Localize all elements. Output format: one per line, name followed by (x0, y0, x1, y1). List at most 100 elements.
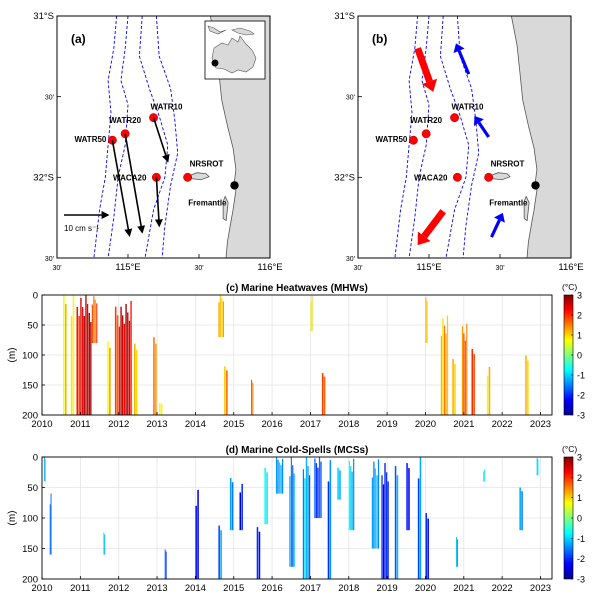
event-streak (302, 469, 305, 579)
event-streak (350, 466, 352, 531)
event-streak (463, 333, 465, 415)
event-streak (239, 492, 242, 531)
event-streak (63, 295, 65, 415)
rottnest-island (188, 172, 210, 181)
panel-label: (b) (372, 32, 387, 46)
colorbar-tick-label: -3 (577, 575, 585, 585)
event-streak (537, 459, 539, 476)
event-streak (396, 475, 399, 579)
map-frame (357, 15, 572, 259)
colorbar-tick-label: -2 (577, 391, 585, 401)
fremantle-marker (531, 181, 540, 190)
red-flow-arrowhead (417, 231, 431, 246)
event-streak (86, 304, 89, 415)
x-tick-label: 2018 (338, 583, 359, 594)
event-streak (104, 534, 106, 555)
event-streak (317, 467, 319, 518)
event-streak (408, 468, 410, 531)
colorbar-tick-label: 0 (577, 514, 582, 524)
x-tick-label: 2014 (185, 583, 206, 594)
event-streak (307, 466, 309, 579)
heatmap-title: (d) Marine Cold-Spells (MCSs) (226, 445, 369, 456)
event-streak (164, 549, 166, 579)
isobath-contour (155, 15, 179, 259)
colorbar-tick-label: 3 (577, 291, 582, 301)
event-streak (94, 299, 96, 343)
red-flow-arrowhead (422, 78, 438, 92)
current-vector-watr20 (124, 133, 146, 234)
fremantle-label: Fremantle (489, 198, 528, 207)
land-mass (510, 15, 572, 259)
event-streak (373, 461, 375, 549)
station-marker-watr50 (408, 135, 418, 145)
colorbar-unit-label: (°C) (562, 282, 577, 292)
event-streak (473, 353, 475, 415)
x-tick-label: 2016 (262, 419, 283, 430)
inset-indonesia-land (207, 25, 227, 35)
event-streak (419, 457, 422, 579)
station-label-nrsrot: NRSROT (491, 159, 525, 168)
event-streak (327, 481, 330, 579)
x-tick-label: 2012 (108, 583, 129, 594)
y-tick-label: 100 (22, 351, 38, 362)
event-streak (440, 335, 443, 415)
map-panel-b: 31°S 30' 32°S 30' 30' 115°E 30' 116°E (b) WATR10 W… (334, 11, 583, 273)
colorbar-tick-label: 2 (577, 311, 582, 321)
rottnest-island (489, 172, 511, 181)
event-streak (44, 458, 46, 482)
event-streak (122, 315, 124, 416)
event-streak (280, 465, 282, 494)
current-vector-watr10 (152, 117, 170, 163)
y-tick-label: 50 (27, 483, 38, 494)
event-streak (425, 297, 427, 343)
lon-tick-label: 30' (52, 265, 61, 272)
event-streak (466, 323, 468, 415)
event-streak (394, 466, 397, 579)
event-streak (224, 366, 226, 415)
red-flow-arrow (421, 209, 446, 239)
event-streak (107, 341, 109, 415)
event-streak (406, 463, 408, 531)
isobath-contour (394, 15, 419, 259)
event-streak (318, 457, 321, 518)
lat-tick-label: 32°S (334, 172, 355, 183)
x-tick-label: 2019 (377, 419, 398, 430)
lon-tick-label: 30' (353, 265, 362, 272)
event-streak (197, 489, 199, 579)
colorbar-tick-label: 1 (577, 331, 582, 341)
y-tick-label: 50 (27, 321, 38, 332)
event-streak (321, 373, 324, 415)
event-streak (329, 460, 332, 579)
x-tick-label: 2010 (31, 583, 52, 594)
fremantle-marker (230, 181, 239, 190)
event-streak (49, 504, 51, 555)
event-streak (290, 457, 292, 567)
lon-tick-label: 116°E (257, 262, 282, 273)
event-streak (134, 343, 136, 415)
event-streak (351, 471, 353, 531)
map-panel-a: 31°S 30' 32°S 30' 30' 115°E 30' 116°E (a) WATR10 W… (33, 11, 282, 273)
y-axis-label: (m) (7, 511, 18, 526)
event-streak (50, 493, 52, 555)
event-streak (377, 459, 380, 549)
event-streak (279, 462, 281, 494)
y-tick-label: 0 (33, 453, 38, 464)
station-label-waca20: WACA20 (414, 173, 448, 182)
event-streak (226, 370, 228, 415)
event-streak (353, 458, 355, 531)
colorbar-tick-label: -2 (577, 554, 585, 564)
x-tick-label: 2015 (223, 419, 244, 430)
event-streak (103, 532, 105, 555)
station-marker-nrsrot (183, 172, 193, 182)
station-marker-watr20 (421, 129, 431, 139)
x-tick-label: 2017 (300, 419, 321, 430)
event-streak (427, 518, 429, 579)
event-streak (536, 457, 538, 476)
event-streak (128, 320, 131, 415)
lat-tick-label: 30' (45, 256, 54, 263)
x-tick-label: 2016 (262, 583, 283, 594)
event-streak (88, 313, 90, 415)
scale-label: 10 cm s⁻¹ (64, 224, 99, 233)
event-streak (445, 333, 447, 415)
event-streak (251, 379, 253, 415)
